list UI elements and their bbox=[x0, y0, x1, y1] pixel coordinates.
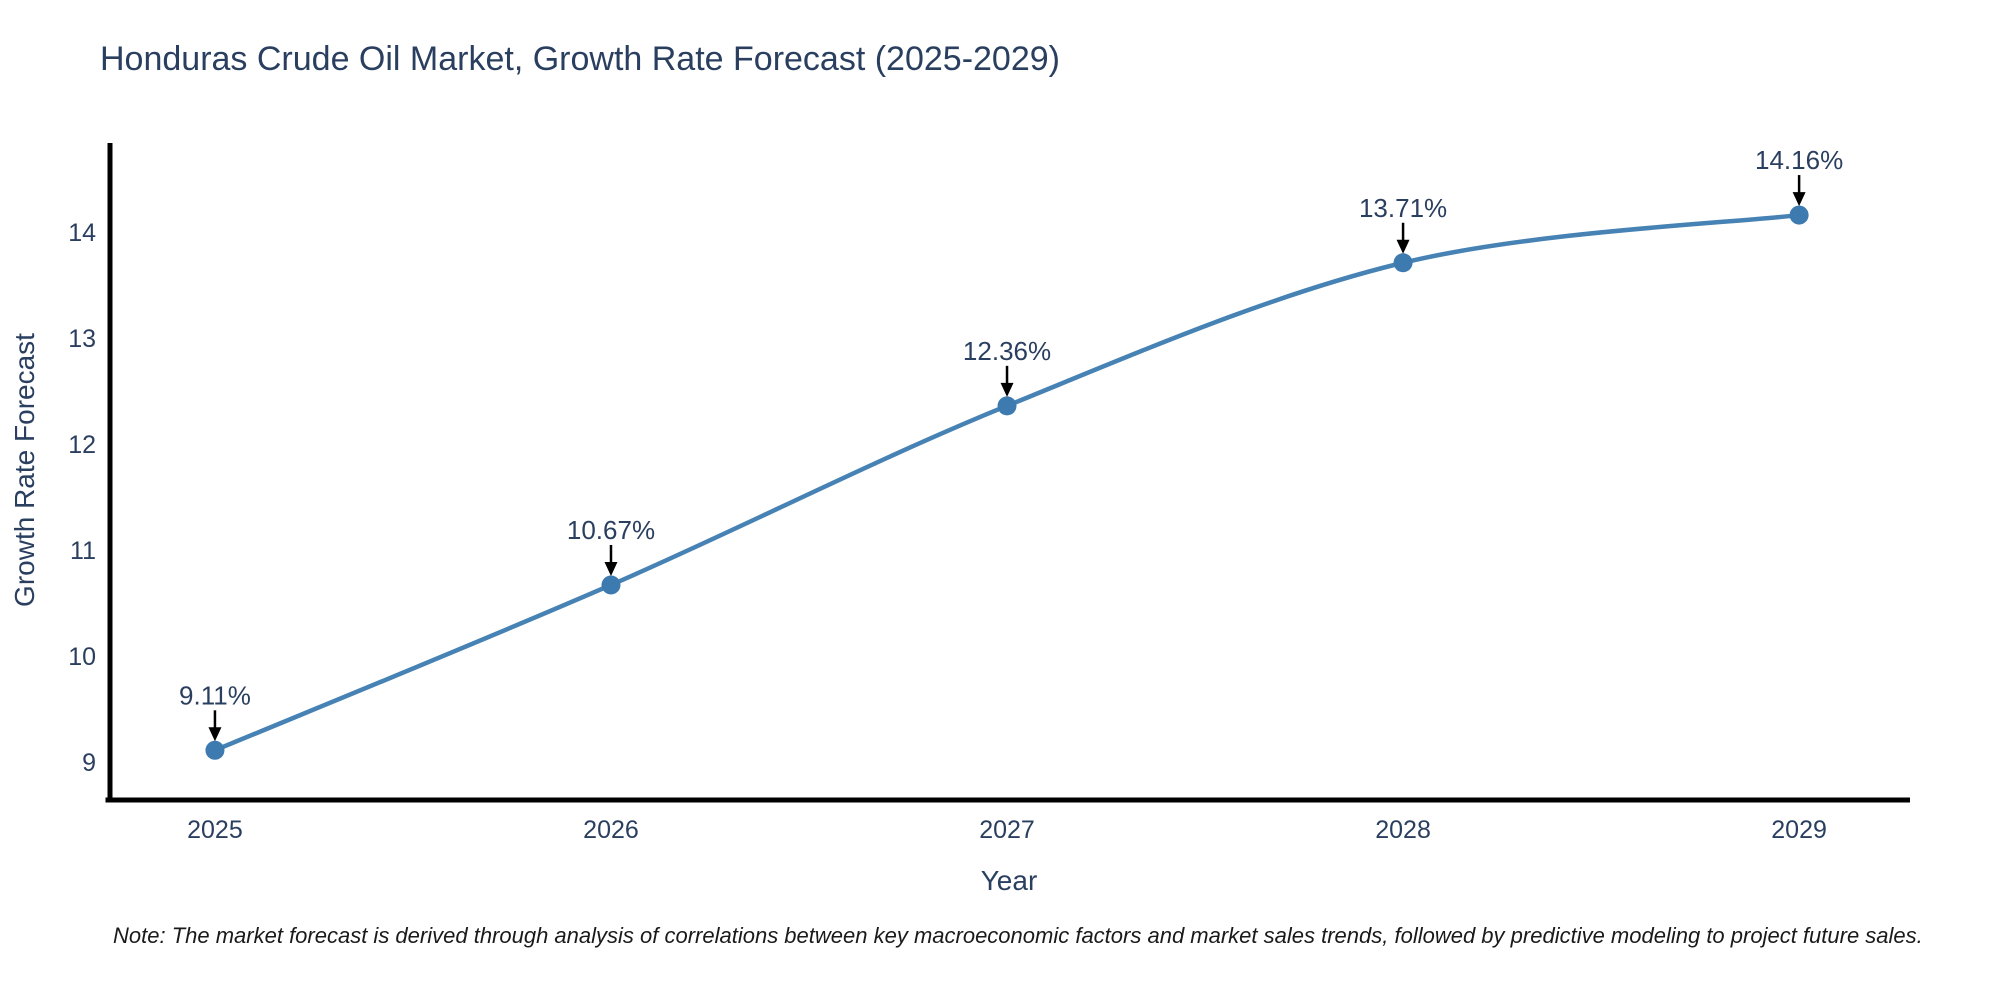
data-point-marker bbox=[1393, 253, 1413, 273]
tick-labels: 9 10 11 12 13 14 2025 2026 2027 2028 2029 bbox=[68, 219, 1827, 844]
annotation-arrowhead bbox=[1000, 382, 1014, 397]
data-point-label: 13.71% bbox=[1359, 193, 1447, 223]
annotation-arrowhead bbox=[1792, 192, 1806, 207]
data-point-label: 10.67% bbox=[567, 515, 655, 545]
annotation-arrowhead bbox=[604, 561, 618, 576]
data-point-label: 9.11% bbox=[179, 680, 251, 710]
x-tick-label: 2025 bbox=[187, 816, 243, 844]
y-axis-title: Growth Rate Forecast bbox=[9, 333, 40, 607]
y-tick-label: 10 bbox=[68, 643, 96, 671]
data-point-marker bbox=[997, 396, 1017, 416]
annotation-layer: 9.11% 10.67% 12.36% 13.71% 14.16% bbox=[179, 145, 1843, 742]
x-tick-label: 2029 bbox=[1771, 816, 1827, 844]
y-tick-label: 11 bbox=[70, 537, 96, 565]
x-tick-label: 2028 bbox=[1375, 816, 1431, 844]
chart-note: Note: The market forecast is derived thr… bbox=[113, 923, 1923, 948]
y-tick-label: 9 bbox=[82, 749, 96, 777]
x-tick-label: 2026 bbox=[583, 816, 639, 844]
y-tick-label: 13 bbox=[68, 325, 96, 353]
data-point-marker bbox=[205, 740, 225, 760]
data-point-label: 12.36% bbox=[963, 336, 1051, 366]
data-point-label: 14.16% bbox=[1755, 145, 1843, 175]
annotation-arrowhead bbox=[208, 727, 222, 742]
data-point-marker bbox=[1789, 205, 1809, 225]
data-point-marker bbox=[601, 575, 621, 595]
annotation-arrowhead bbox=[1396, 239, 1410, 254]
series-layer bbox=[205, 205, 1809, 760]
y-tick-label: 14 bbox=[68, 219, 96, 247]
x-tick-label: 2027 bbox=[979, 816, 1035, 844]
forecast-line bbox=[212, 212, 1802, 753]
y-tick-label: 12 bbox=[68, 431, 96, 459]
x-axis-title: Year bbox=[981, 865, 1038, 896]
axes bbox=[105, 143, 1910, 803]
chart-title: Honduras Crude Oil Market, Growth Rate F… bbox=[100, 40, 1060, 78]
